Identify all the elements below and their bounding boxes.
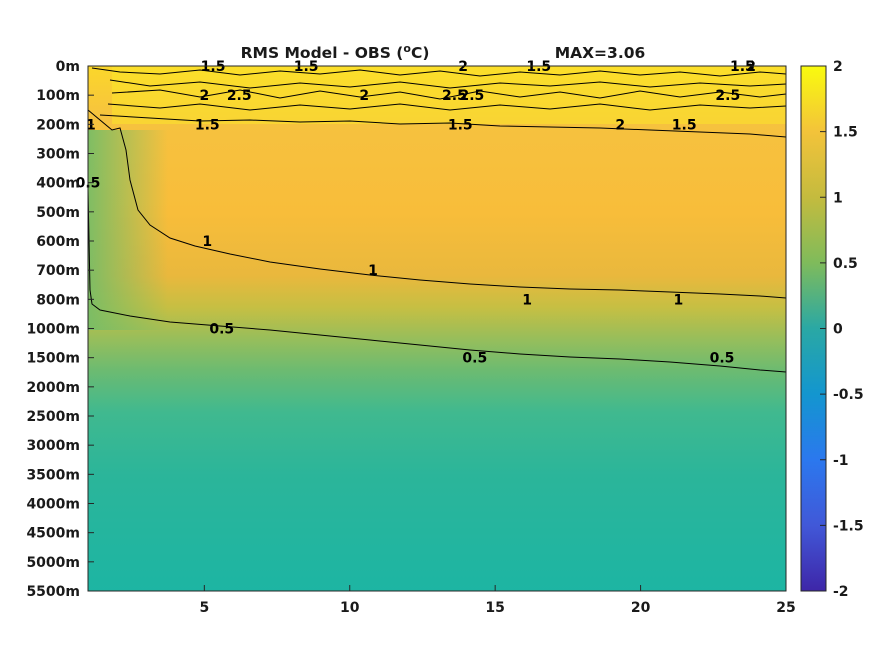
y-tick-label: 4000m (26, 497, 80, 513)
colorbar-tick-label: 0.5 (833, 256, 858, 272)
contour-label: 2.5 (442, 88, 467, 104)
colorbar-tick-label: -1.5 (833, 518, 864, 534)
x-axis-ticks: 5 10 15 20 25 (199, 585, 796, 616)
colorbar-tick-label: -2 (833, 584, 849, 600)
colorbar-tick-label: -0.5 (833, 387, 864, 403)
contour-label: 2 (615, 117, 625, 133)
contour-label: 0.5 (209, 322, 234, 338)
contour-label: 1.5 (672, 117, 697, 133)
contour-label: 1.5 (294, 59, 319, 75)
contour-0-5 (87, 189, 787, 373)
contour-label: 1 (522, 292, 532, 308)
contour-label: 1 (674, 292, 684, 308)
y-tick-label: 2000m (26, 380, 80, 396)
contour-1-5-lower (99, 114, 787, 138)
y-tick-label: 200m (36, 117, 80, 133)
contour-2-upper (109, 79, 787, 89)
contour-label: 0.5 (462, 351, 487, 367)
y-tick-label: 100m (36, 88, 80, 104)
max-annotation: MAX=3.06 (555, 44, 646, 62)
colorbar-tick-label: 2 (833, 59, 843, 75)
contour-label: 2 (199, 88, 209, 104)
y-tick-label: 700m (36, 263, 80, 279)
contour-label: 0.5 (710, 351, 735, 367)
contour-label: 1 (86, 117, 96, 133)
contour-label: 2.5 (227, 88, 252, 104)
contour-label: 1.5 (195, 117, 220, 133)
left-edge-field (88, 130, 168, 330)
colorbar-tick-label: -1 (833, 453, 849, 469)
y-tick-label: 2500m (26, 409, 80, 425)
contour-1 (87, 109, 787, 299)
y-tick-label: 500m (36, 205, 80, 221)
contour-label: 2.5 (459, 88, 484, 104)
x-tick-label: 20 (631, 600, 651, 616)
y-tick-label: 4500m (26, 526, 80, 542)
contour-label: 2 (359, 88, 369, 104)
y-tick-label: 3000m (26, 438, 80, 454)
y-tick-label: 400m (36, 176, 80, 192)
chart-title: RMS Model - OBS (oC) (241, 42, 430, 62)
y-tick-label: 800m (36, 292, 80, 308)
colorbar-tick-label: 1 (833, 190, 843, 206)
y-tick-label: 0m (56, 59, 80, 75)
contour-label: 1.5 (448, 117, 473, 133)
contour-2-5 (111, 89, 787, 100)
y-tick-label: 5000m (26, 555, 80, 571)
y-tick-label: 600m (36, 234, 80, 250)
x-tick-label: 25 (776, 600, 795, 616)
x-tick-label: 15 (485, 600, 504, 616)
y-axis-ticks: 0m 100m 200m 300m 400m 500m 600m 700m 800m 1000m 1… (26, 59, 94, 600)
surface-band (112, 66, 786, 124)
contour-label: 1 (202, 234, 212, 250)
heatmap-field (88, 66, 786, 591)
contour-label: 2 (746, 59, 756, 75)
colorbar-tick-label: 0 (833, 322, 843, 338)
contour-label: 2.5 (715, 88, 740, 104)
colorbar-ticks: 2 1.5 1 0.5 0 -0.5 -1 -1.5 -2 (820, 59, 864, 600)
contour-1-5-upper (91, 67, 787, 77)
colorbar-tick-label: 1.5 (833, 125, 858, 141)
y-tick-label: 5500m (26, 584, 80, 600)
contour-label: 1.5 (201, 59, 226, 75)
contour-label: 2 (458, 59, 468, 75)
y-tick-label: 3500m (26, 467, 80, 483)
contour-label: 1.5 (730, 59, 755, 75)
x-tick-label: 10 (340, 600, 360, 616)
y-tick-label: 1500m (26, 351, 80, 367)
x-tick-label: 5 (199, 600, 209, 616)
contour-label: 1.5 (526, 59, 551, 75)
y-tick-label: 300m (36, 147, 80, 163)
contour-label: 1 (368, 263, 378, 279)
contour-2-lower (107, 103, 787, 111)
y-tick-label: 1000m (26, 322, 80, 338)
contour-lines (87, 67, 787, 373)
